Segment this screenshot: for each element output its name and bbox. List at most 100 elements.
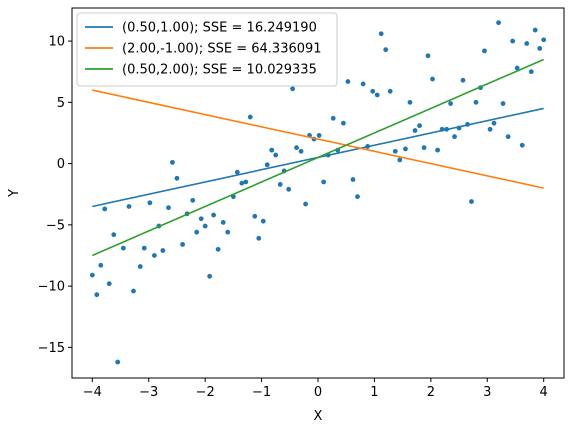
scatter-point-55 (340, 120, 346, 126)
scatter-point-8 (126, 204, 132, 209)
x-tick-label-8: 4 (540, 385, 548, 400)
scatter-point-89 (496, 20, 501, 26)
scatter-point-90 (500, 101, 506, 106)
scatter-point-34 (247, 114, 253, 120)
scatter-point-62 (374, 92, 380, 98)
scatter-point-31 (234, 169, 240, 175)
scatter-point-24 (202, 223, 208, 229)
scatter-point-15 (160, 248, 166, 253)
y-axis: −15 −10 −5 0 5 10 (38, 35, 72, 356)
scatter-point-84 (473, 99, 479, 105)
scatter-point-12 (147, 200, 153, 206)
legend-box (76, 12, 338, 87)
scatter-point-28 (220, 220, 226, 225)
scatter-point-37 (260, 218, 266, 224)
scatter-point-10 (137, 264, 143, 269)
scatter-point-92 (510, 38, 516, 44)
scatter-point-63 (378, 31, 384, 37)
x-tick-label-6: 2 (427, 385, 435, 400)
y-tick-label-4: 5 (57, 96, 65, 111)
scatter-point-13 (151, 253, 157, 258)
scatter-point-36 (256, 235, 262, 241)
series-line-2 (91, 58, 545, 257)
scatter-point-87 (487, 126, 493, 132)
scatter-point-65 (387, 88, 393, 94)
x-tick-label-4: 0 (314, 385, 322, 400)
scatter-point-38 (264, 162, 270, 168)
scatter-point-99 (541, 37, 547, 43)
series-line-1 (92, 89, 544, 189)
scatter-point-5 (111, 232, 117, 238)
scatter-point-33 (243, 179, 249, 185)
scatter-point-39 (269, 147, 275, 153)
legend-label-0: (0.50,1.00); SSE = 16.249190 (122, 21, 317, 36)
x-tick-label-1: −3 (139, 385, 158, 400)
scatter-point-3 (102, 206, 108, 212)
scatter-point-78 (448, 101, 453, 106)
scatter-point-7 (120, 245, 126, 251)
fit-lines (91, 58, 545, 257)
scatter-point-66 (392, 148, 398, 154)
scatter-point-93 (514, 65, 520, 71)
scatter-point-23 (198, 216, 204, 222)
x-tick-label-0: −4 (83, 385, 102, 400)
scatter-point-71 (417, 123, 422, 129)
scatter-point-17 (170, 159, 175, 165)
scatter-point-44 (290, 86, 296, 92)
scatter-point-75 (435, 147, 441, 153)
scatter-point-88 (491, 120, 497, 126)
scatter-point-35 (252, 213, 258, 219)
scatter-point-6 (115, 359, 121, 365)
scatter-point-83 (469, 199, 474, 204)
scatter-point-79 (452, 134, 457, 140)
scatter-point-56 (345, 79, 351, 84)
scatter-point-11 (141, 245, 147, 251)
y-axis-label: Y (7, 189, 22, 198)
scatter-point-41 (277, 182, 283, 187)
scatter-point-61 (370, 88, 376, 94)
scatter-point-95 (524, 41, 530, 46)
scatter-point-18 (174, 175, 180, 181)
scatter-point-64 (383, 47, 389, 53)
scatter-point-51 (321, 179, 327, 185)
scatter-point-57 (350, 177, 356, 182)
scatter-point-25 (207, 273, 213, 279)
y-tick-label-0: −15 (38, 341, 65, 356)
x-tick-label-3: −1 (252, 385, 271, 400)
scatter-point-27 (215, 246, 221, 252)
scatter-point-91 (505, 134, 511, 140)
legend-label-1: (2.00,-1.00); SSE = 64.336091 (122, 42, 322, 57)
scatter-point-69 (407, 99, 413, 105)
scatter-point-73 (425, 53, 431, 59)
scatter-point-50 (316, 133, 322, 138)
scatter-point-53 (330, 115, 336, 121)
scatter-point-81 (460, 77, 466, 83)
scatter-point-0 (89, 272, 95, 278)
scatter-point-21 (190, 197, 196, 203)
scatter-point-1 (94, 292, 100, 298)
scatter-point-72 (421, 145, 427, 151)
scatter-point-70 (412, 128, 418, 133)
scatter-point-22 (194, 229, 200, 235)
scatter-point-68 (403, 146, 408, 152)
x-axis-label: X (314, 409, 323, 424)
y-tick-label-2: −5 (46, 218, 65, 233)
scatter-point-29 (225, 229, 231, 235)
scatter-point-19 (180, 242, 185, 247)
scatter-point-40 (273, 152, 279, 158)
scatter-point-9 (131, 288, 136, 294)
scatter-point-96 (528, 69, 534, 75)
scatter-point-58 (355, 194, 360, 200)
x-tick-label-2: −2 (196, 385, 215, 400)
scatter-point-4 (106, 281, 112, 287)
y-tick-label-3: 0 (57, 157, 65, 172)
legend: (0.50,1.00); SSE = 16.249190 (2.00,-1.00)… (76, 12, 338, 87)
scatter-point-94 (519, 142, 525, 148)
scatter-point-26 (211, 212, 217, 218)
scatter-point-2 (98, 262, 104, 268)
x-axis: −4 −3 −2 −1 0 1 2 3 4 (83, 378, 548, 400)
scatter-point-43 (286, 186, 292, 192)
scatter-point-97 (532, 27, 538, 33)
scatter-point-86 (482, 48, 487, 54)
